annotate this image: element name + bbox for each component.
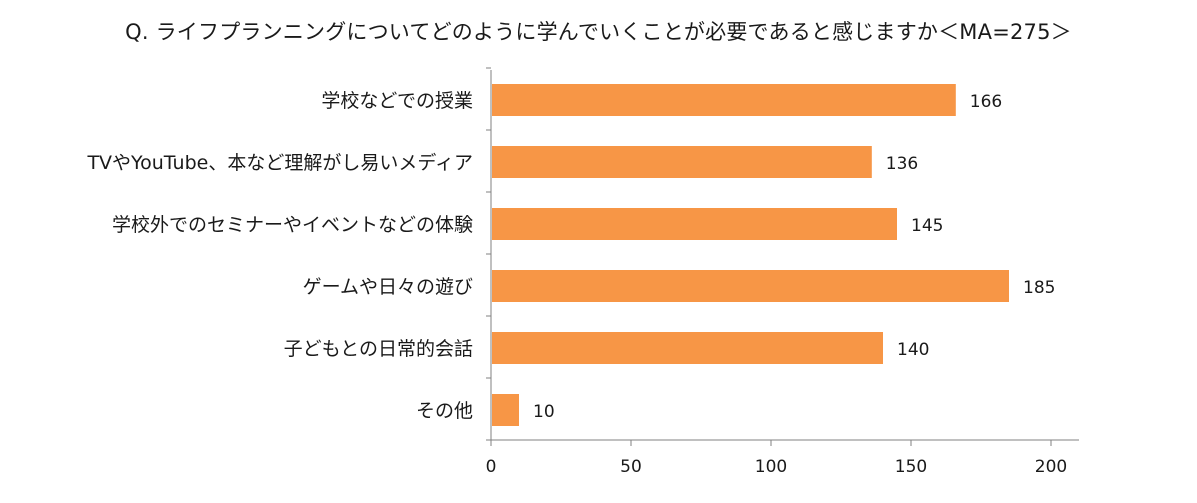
value-label-2: 145 (911, 216, 943, 236)
labels-layer: 学校などでの授業 166 TVやYouTube、本など理解がし易いメディア 136 学校… (86, 90, 1067, 477)
value-label-1: 136 (886, 154, 918, 174)
category-label-1: TVやYouTube、本など理解がし易いメディア (86, 152, 473, 174)
bar-0 (492, 84, 956, 116)
x-tick-label-2: 100 (755, 457, 787, 477)
bar-2 (492, 208, 897, 240)
x-tick-label-4: 200 (1035, 457, 1067, 477)
bar-4 (492, 332, 883, 364)
category-label-5: その他 (416, 400, 473, 422)
value-label-4: 140 (897, 340, 929, 360)
bar-3 (492, 270, 1009, 302)
chart-title: Q. ライフプランニングについてどのように学んでいくことが必要であると感じますか… (125, 20, 1072, 44)
bar-1 (492, 146, 872, 178)
value-label-5: 10 (533, 402, 555, 422)
category-label-4: 子どもとの日常的会話 (284, 338, 473, 360)
category-label-0: 学校などでの授業 (321, 90, 473, 112)
axes-layer (486, 67, 1079, 446)
x-tick-label-0: 0 (486, 457, 497, 477)
bars-layer (492, 84, 1009, 426)
value-label-0: 166 (970, 92, 1002, 112)
category-label-3: ゲームや日々の遊び (303, 276, 473, 298)
bar-5 (492, 394, 519, 426)
value-label-3: 185 (1023, 278, 1055, 298)
x-tick-label-1: 50 (620, 457, 642, 477)
x-tick-label-3: 150 (895, 457, 927, 477)
category-label-2: 学校外でのセミナーやイベントなどの体験 (112, 214, 473, 236)
